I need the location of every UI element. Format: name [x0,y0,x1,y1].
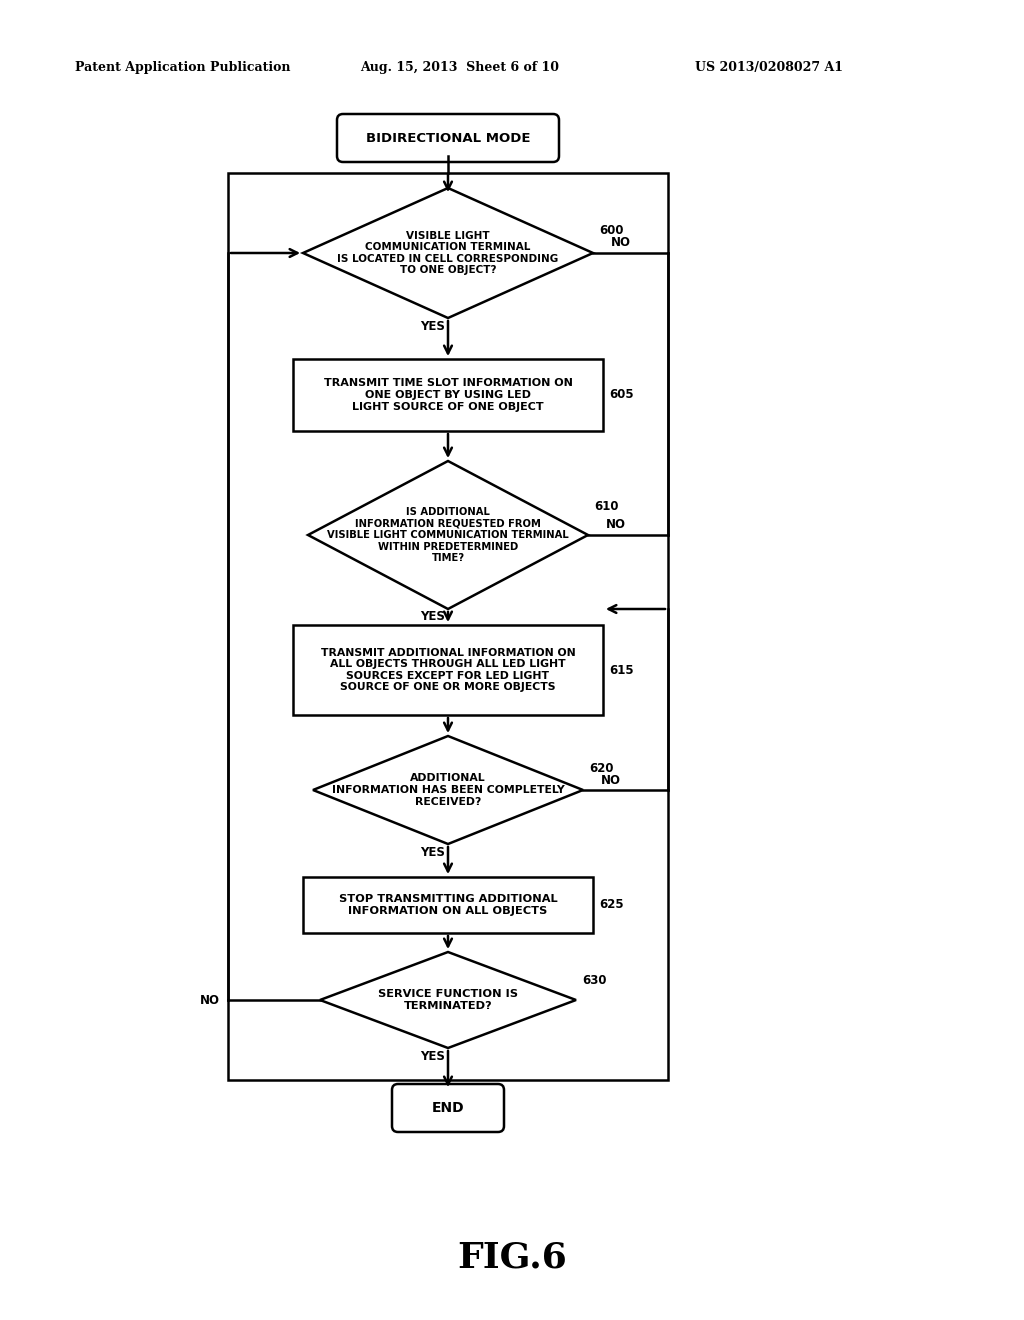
Text: 620: 620 [589,762,613,775]
Text: YES: YES [421,1049,445,1063]
Text: IS ADDITIONAL
INFORMATION REQUESTED FROM
VISIBLE LIGHT COMMUNICATION TERMINAL
WI: IS ADDITIONAL INFORMATION REQUESTED FROM… [327,507,569,564]
Text: TRANSMIT ADDITIONAL INFORMATION ON
ALL OBJECTS THROUGH ALL LED LIGHT
SOURCES EXC: TRANSMIT ADDITIONAL INFORMATION ON ALL O… [321,648,575,693]
Text: 615: 615 [609,664,634,676]
Text: 610: 610 [594,500,618,513]
Text: NO: NO [606,519,626,532]
Bar [293,624,603,715]
Text: FIG.6: FIG.6 [457,1241,567,1275]
Text: TRANSMIT TIME SLOT INFORMATION ON
ONE OBJECT BY USING LED
LIGHT SOURCE OF ONE OB: TRANSMIT TIME SLOT INFORMATION ON ONE OB… [324,379,572,412]
Text: END: END [432,1101,464,1115]
FancyBboxPatch shape [392,1084,504,1133]
Polygon shape [319,952,575,1048]
Bar [293,359,603,432]
Text: BIDIRECTIONAL MODE: BIDIRECTIONAL MODE [366,132,530,144]
Text: 630: 630 [582,974,606,986]
Text: ADDITIONAL
INFORMATION HAS BEEN COMPLETELY
RECEIVED?: ADDITIONAL INFORMATION HAS BEEN COMPLETE… [332,774,564,807]
Text: Aug. 15, 2013  Sheet 6 of 10: Aug. 15, 2013 Sheet 6 of 10 [360,61,559,74]
Polygon shape [303,187,593,318]
Bar [303,876,593,933]
Text: YES: YES [421,319,445,333]
Text: 605: 605 [609,388,634,401]
Text: STOP TRANSMITTING ADDITIONAL
INFORMATION ON ALL OBJECTS: STOP TRANSMITTING ADDITIONAL INFORMATION… [339,894,557,916]
Text: YES: YES [421,846,445,858]
Text: Patent Application Publication: Patent Application Publication [75,61,291,74]
Text: YES: YES [421,610,445,623]
Text: 600: 600 [599,224,624,238]
FancyBboxPatch shape [337,114,559,162]
Text: NO: NO [601,774,621,787]
Text: 625: 625 [599,899,624,912]
Text: US 2013/0208027 A1: US 2013/0208027 A1 [695,61,843,74]
Text: SERVICE FUNCTION IS
TERMINATED?: SERVICE FUNCTION IS TERMINATED? [378,989,518,1011]
Polygon shape [313,737,583,843]
Text: NO: NO [200,994,220,1006]
Polygon shape [308,461,588,609]
Text: VISIBLE LIGHT
COMMUNICATION TERMINAL
IS LOCATED IN CELL CORRESPONDING
TO ONE OBJ: VISIBLE LIGHT COMMUNICATION TERMINAL IS … [337,231,559,276]
Text: NO: NO [611,236,631,249]
Bar [228,173,668,1080]
